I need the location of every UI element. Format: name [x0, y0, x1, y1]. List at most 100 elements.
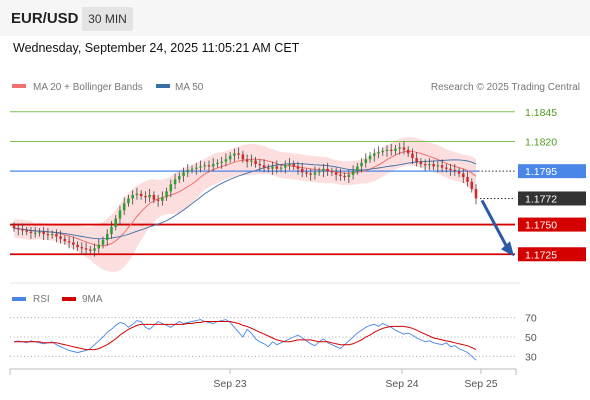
candle-body [466, 177, 469, 182]
timeframe-button[interactable]: 30 MIN [82, 7, 133, 31]
candle-body [84, 248, 88, 250]
rsi-tick-label: 30 [525, 351, 537, 363]
candle-body [67, 241, 71, 243]
candle-body [29, 231, 33, 233]
candle-body [42, 231, 45, 235]
candle-body [114, 218, 117, 227]
candle-body [139, 193, 143, 197]
level-label: 1.1820 [525, 136, 557, 148]
candle-body [203, 165, 206, 167]
candle-body [474, 188, 478, 199]
candle-body [322, 168, 325, 172]
candle-body [89, 249, 92, 251]
level-label: 1.1795 [525, 166, 557, 178]
candles [12, 141, 478, 257]
candle-body [288, 164, 291, 166]
candle-body [330, 171, 334, 173]
moving-averages [13, 150, 477, 247]
level-tag-support [518, 247, 586, 262]
candle-body [394, 148, 397, 151]
candle-body [432, 164, 435, 167]
candle-body [364, 159, 368, 163]
candle-body [220, 161, 223, 163]
candle-body [186, 169, 190, 173]
level-label: 1.1725 [525, 249, 557, 261]
candle-body [313, 172, 317, 175]
rsi-line [13, 319, 477, 361]
candle-body [118, 210, 122, 219]
rsi-tick-label: 70 [525, 313, 537, 325]
forecast-arrow-head [501, 241, 514, 257]
candle-body [411, 153, 414, 159]
candle-body [21, 229, 24, 231]
candle-body [271, 166, 274, 169]
candle-body [343, 175, 346, 178]
candle-body [194, 167, 198, 169]
candle-body [250, 160, 253, 162]
ma20-line [13, 150, 477, 247]
candle-body [326, 168, 329, 172]
candle-body [457, 171, 461, 174]
candle-body [445, 167, 448, 169]
candle-body [135, 193, 139, 195]
candle-body [377, 152, 380, 154]
ma50-line [13, 159, 477, 240]
candle-body [262, 165, 266, 168]
candle-body [241, 154, 245, 160]
rsi-panel: 70 50 30 [10, 313, 537, 363]
header-bar: EUR/USD 30 MIN [0, 0, 590, 36]
candle-body [25, 230, 28, 232]
candle-body [101, 240, 105, 245]
candle-body [275, 166, 279, 169]
candle-body [470, 181, 474, 189]
candle-body [284, 165, 287, 168]
candle-body [148, 194, 151, 198]
candle-body [339, 174, 342, 176]
rsi-tick-label: 50 [525, 332, 537, 344]
candle-body [38, 231, 41, 233]
candle-body [292, 164, 296, 167]
ma9-legend-swatch [62, 297, 76, 301]
level-tag-pivot [518, 164, 586, 179]
candle-body [152, 194, 156, 200]
candle-body [211, 164, 215, 167]
candle-body [16, 228, 20, 230]
candle-body [144, 196, 147, 198]
candle-body [122, 203, 126, 211]
candle-body [449, 168, 452, 170]
candle-body [423, 164, 427, 166]
forecast-arrow-shaft [480, 199, 509, 248]
candle-body [351, 171, 355, 175]
candle-body [356, 166, 359, 172]
ma50-legend-label: MA 50 [175, 82, 204, 93]
x-tick-label: Sep 25 [464, 378, 497, 390]
candle-body [173, 179, 177, 185]
ma20-legend-swatch [12, 84, 26, 88]
level-label: 1.1750 [525, 220, 557, 232]
candle-body [453, 169, 457, 172]
candle-body [76, 244, 79, 248]
rsi-legend-swatch [12, 297, 26, 301]
candle-body [228, 155, 232, 160]
candle-body [317, 171, 321, 173]
candle-body [385, 149, 389, 151]
x-tick-label: Sep 24 [385, 378, 418, 390]
candle-body [296, 166, 300, 169]
timestamp: Wednesday, September 24, 2025 11:05:21 A… [13, 41, 300, 55]
x-tick-label: Sep 23 [213, 378, 246, 390]
candle-body [360, 162, 363, 167]
candle-body [169, 184, 173, 192]
candle-body [440, 165, 444, 168]
candle-body [300, 168, 304, 173]
candle-body [93, 248, 96, 251]
rsi-legend-label: RSI [33, 294, 50, 305]
candle-body [462, 173, 465, 178]
candle-body [406, 149, 410, 154]
x-axis-ticks: Sep 23 Sep 24 Sep 25 [213, 369, 498, 390]
candle-body [415, 158, 418, 162]
bollinger-band [14, 137, 476, 272]
candle-body [33, 232, 37, 234]
candle-body [55, 234, 58, 237]
candle-body [105, 234, 109, 241]
rsi-ma9-line [14, 321, 477, 351]
